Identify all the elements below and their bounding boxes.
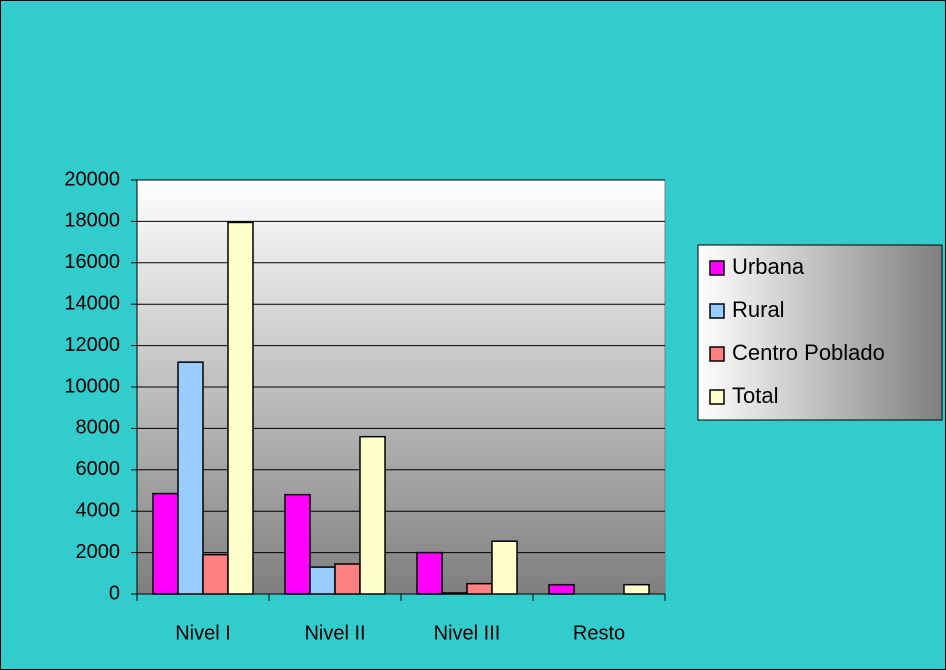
bar [309, 566, 336, 595]
bar [441, 592, 468, 595]
bar [548, 583, 575, 595]
legend-swatch [709, 303, 725, 319]
bar [466, 582, 493, 595]
legend-label: Centro Poblado [732, 340, 885, 365]
y-tick-label: 2000 [76, 541, 121, 563]
x-tick-label: Nivel II [304, 622, 365, 644]
y-tick-label: 14000 [64, 292, 120, 314]
y-tick-label: 12000 [64, 334, 120, 356]
bar [202, 553, 229, 595]
x-tick-label: Nivel III [434, 622, 501, 644]
y-tick-label: 6000 [76, 458, 121, 480]
y-tick-label: 8000 [76, 417, 121, 439]
x-tick-label: Resto [573, 622, 625, 644]
bar [416, 551, 443, 595]
y-tick-label: 0 [109, 582, 120, 604]
y-tick-label: 16000 [64, 251, 120, 273]
legend-label: Urbana [732, 254, 805, 279]
y-tick-label: 10000 [64, 375, 120, 397]
legend-swatch [709, 260, 725, 276]
bar [177, 361, 204, 595]
legend-swatch [709, 389, 725, 405]
legend-label: Rural [732, 297, 785, 322]
bar [284, 493, 311, 595]
bar [359, 435, 386, 595]
legend-label: Total [732, 383, 778, 408]
x-tick-label: Nivel I [175, 622, 231, 644]
y-tick-label: 18000 [64, 210, 120, 232]
y-tick-label: 4000 [76, 499, 121, 521]
y-tick-label: 20000 [64, 168, 120, 190]
bar [334, 563, 361, 595]
legend-swatch [709, 346, 725, 362]
bar [152, 492, 179, 595]
bar [623, 583, 650, 595]
bar [227, 221, 254, 595]
legend [697, 244, 943, 421]
bar [491, 540, 518, 595]
